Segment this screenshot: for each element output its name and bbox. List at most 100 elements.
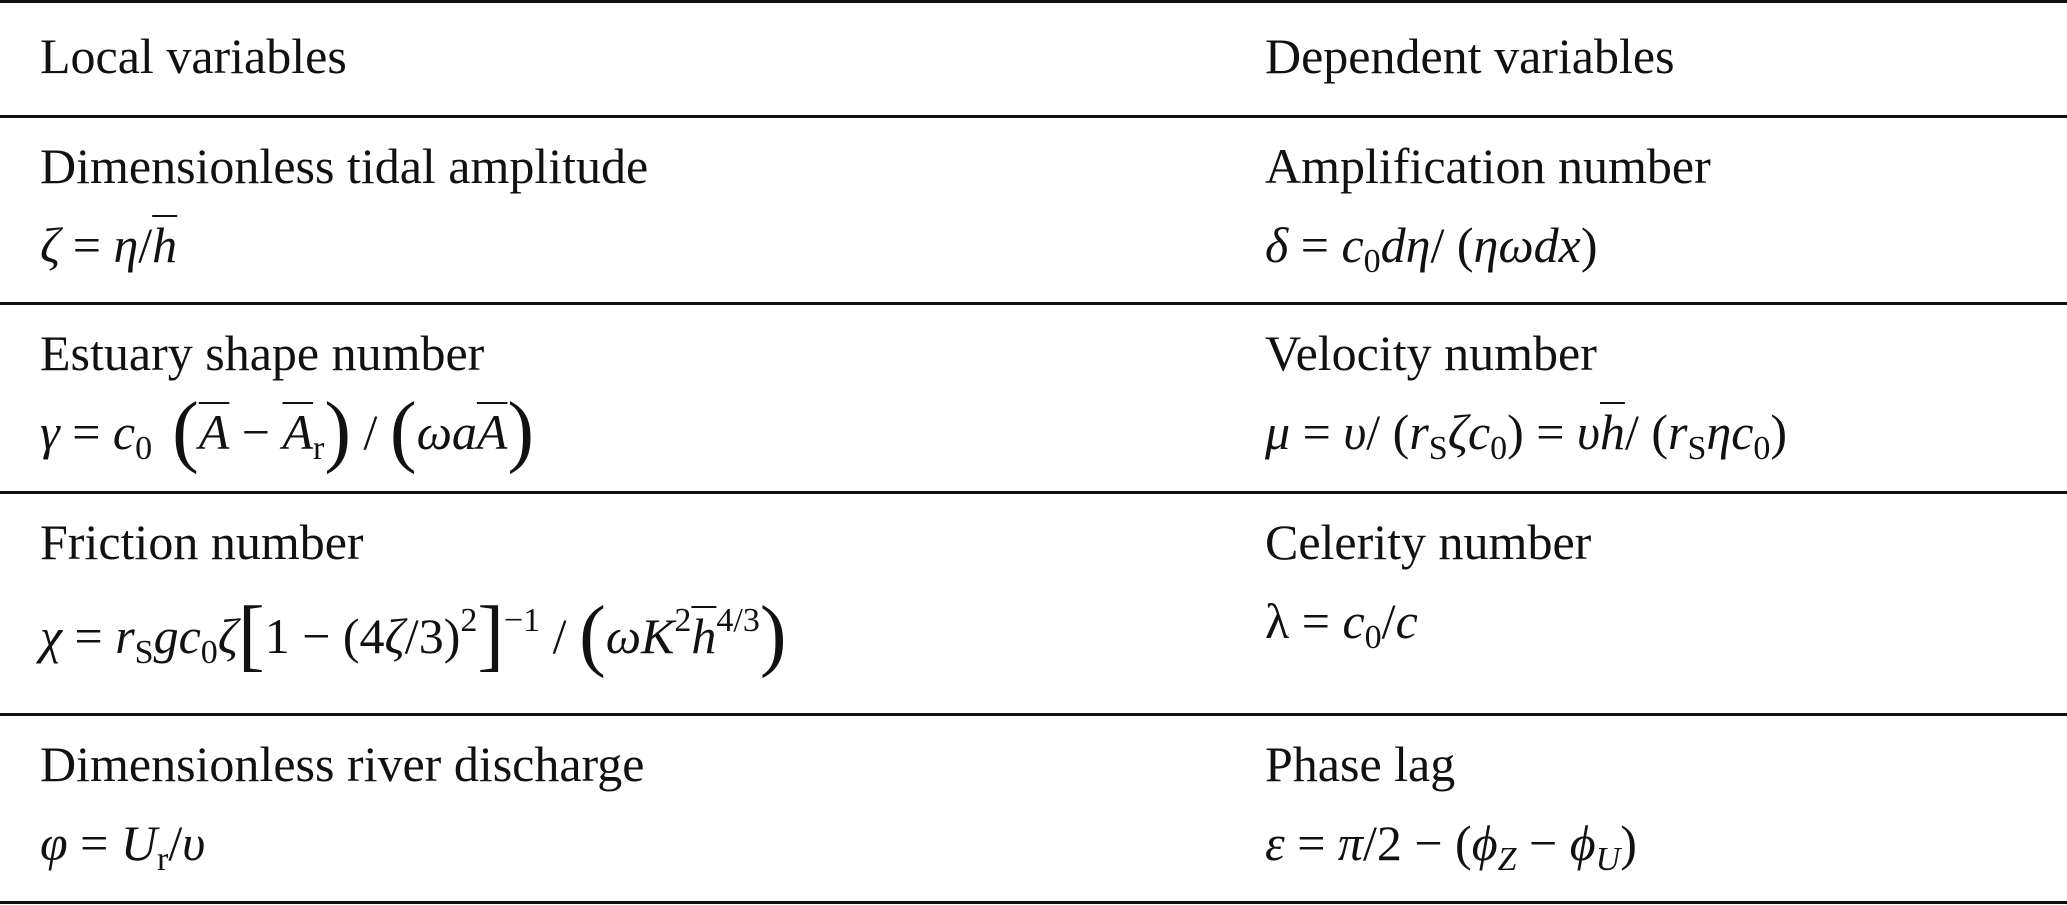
formula-part: Z [1497, 841, 1517, 878]
formula-part: 0 [1364, 619, 1382, 656]
formula-part: ϕ [1471, 815, 1498, 871]
formula-part: ωa [416, 404, 477, 460]
formula-part: / ( [1624, 404, 1668, 460]
variable-formula: λ = c0/c [1265, 586, 1591, 673]
formula-part: ωK [605, 608, 675, 664]
formula-part: = [67, 815, 121, 871]
formula-part: r [1668, 404, 1688, 460]
formula-part: r [1409, 404, 1429, 460]
row-rule [0, 713, 2067, 716]
formula-part: A [476, 404, 508, 460]
formula-part: / [138, 217, 153, 273]
row-rule [0, 491, 2067, 494]
formula-part: 2 [460, 602, 478, 639]
formula-part: ηc [1706, 404, 1754, 460]
formula-part: [ [238, 591, 265, 679]
formula-part: ) [1580, 217, 1598, 273]
local-variable-cell: Dimensionless tidal amplitude ζ = η/h [40, 116, 648, 280]
formula-part: A [198, 404, 230, 460]
formula-part: U [120, 815, 157, 871]
table-row: Dimensionless river discharge φ = Ur/υ Pha… [0, 714, 2067, 902]
formula-part: ) [759, 591, 787, 679]
formula-part: 4/3 [716, 602, 760, 639]
formula-part: 1 − (4 [264, 608, 385, 664]
formula-part: χ [40, 608, 62, 664]
formula-part: ζc [1447, 404, 1491, 460]
local-variable-cell: Estuary shape number γ = c0 (A − Ar) / (ω… [40, 303, 534, 484]
formula-part: ζ [40, 217, 61, 273]
formula-part: υ [1577, 404, 1600, 460]
formula-part: = [1289, 593, 1343, 649]
variable-formula: ε = π/2 − (ϕZ − ϕU) [1265, 808, 1637, 895]
formula-part: η [113, 217, 139, 273]
variable-formula: χ = rSgc0ζ[1 − (4ζ/3)2]−1 / (ωK2h4/3) [40, 586, 786, 688]
table-row: Dimensionless tidal amplitude ζ = η/h Ampl… [0, 116, 2067, 303]
variable-name: Amplification number [1265, 138, 1711, 194]
local-variable-cell: Friction number χ = rSgc0ζ[1 − (4ζ/3)2]−1… [40, 492, 786, 688]
row-rule [0, 901, 2067, 904]
formula-part: = [59, 404, 113, 460]
table-row: Estuary shape number γ = c0 (A − Ar) / (ω… [0, 303, 2067, 492]
local-variable-cell: Dimensionless river discharge φ = Ur/υ [40, 714, 645, 895]
formula-part: c [1341, 217, 1364, 273]
formula-part: 0 [1753, 430, 1771, 467]
formula-part: 0 [1363, 243, 1381, 280]
formula-part: φ [40, 815, 68, 871]
formula-part: c [1342, 593, 1365, 649]
formula-part: π [1337, 815, 1363, 871]
header-local-variables: Local variables [40, 28, 347, 84]
formula-part: υ [182, 815, 206, 871]
dependent-variable-cell: Celerity number λ = c0/c [1265, 492, 1591, 673]
formula-part: / [1381, 593, 1396, 649]
header-rule [0, 115, 2067, 118]
formula-part: h [152, 217, 178, 273]
formula-part: gc [153, 608, 201, 664]
formula-part: /2 − ( [1362, 815, 1472, 871]
formula-part: dη [1380, 217, 1431, 273]
formula-part: ] [477, 591, 504, 679]
formula-part: / ( [1430, 217, 1474, 273]
variable-name: Friction number [40, 514, 364, 570]
formula-part: λ [1265, 593, 1290, 649]
formula-part: h [1599, 404, 1625, 460]
variable-formula: δ = c0dη/ (ηωdx) [1265, 210, 1711, 297]
formula-part: S [1687, 430, 1707, 467]
formula-part: ϕ [1569, 815, 1596, 871]
variable-formula: μ = υ/ (rSζc0) = υh/ (rSηc0) [1265, 397, 1787, 484]
formula-part: c [112, 404, 136, 460]
formula-part: r [115, 608, 135, 664]
formula-part: r [313, 430, 325, 467]
variable-name: Phase lag [1265, 736, 1456, 792]
dependent-variable-cell: Amplification number δ = c0dη/ (ηωdx) [1265, 116, 1711, 297]
formula-part: 0 [135, 430, 153, 467]
formula-part: h [691, 608, 717, 664]
table-row: Friction number χ = rSgc0ζ[1 − (4ζ/3)2]−1… [0, 492, 2067, 714]
variable-name: Celerity number [1265, 514, 1592, 570]
header-dependent-variables: Dependent variables [1265, 28, 1675, 84]
formula-part: ) [1620, 815, 1637, 871]
top-rule [0, 0, 2067, 3]
formula-part: 0 [1490, 430, 1508, 467]
formula-part: υ [1343, 404, 1367, 460]
formula-part: r [156, 841, 169, 878]
formula-part: ζ [217, 608, 239, 664]
variable-formula: γ = c0 (A − Ar) / (ωaA) [40, 391, 534, 484]
formula-part: S [1428, 430, 1448, 467]
header-row: Local variables Dependent variables [0, 0, 2067, 116]
formula-part: ( [579, 591, 606, 679]
formula-part: −1 [503, 602, 541, 639]
formula-part: ) = [1507, 404, 1577, 460]
formula-part: / [351, 404, 390, 460]
formula-part: 0 [200, 634, 218, 671]
formula-part: ( [152, 387, 199, 475]
formula-part: = [62, 608, 116, 664]
dependent-variable-cell: Phase lag ε = π/2 − (ϕZ − ϕU) [1265, 714, 1637, 895]
formula-part: / [168, 815, 183, 871]
formula-part: = [1284, 815, 1338, 871]
formula-part: − [1516, 815, 1570, 871]
formula-part: / ( [1366, 404, 1410, 460]
variable-formula: ζ = η/h [40, 210, 648, 280]
formula-part: − [229, 404, 283, 460]
formula-part: ) [324, 387, 352, 475]
formula-part: ( [389, 387, 417, 475]
